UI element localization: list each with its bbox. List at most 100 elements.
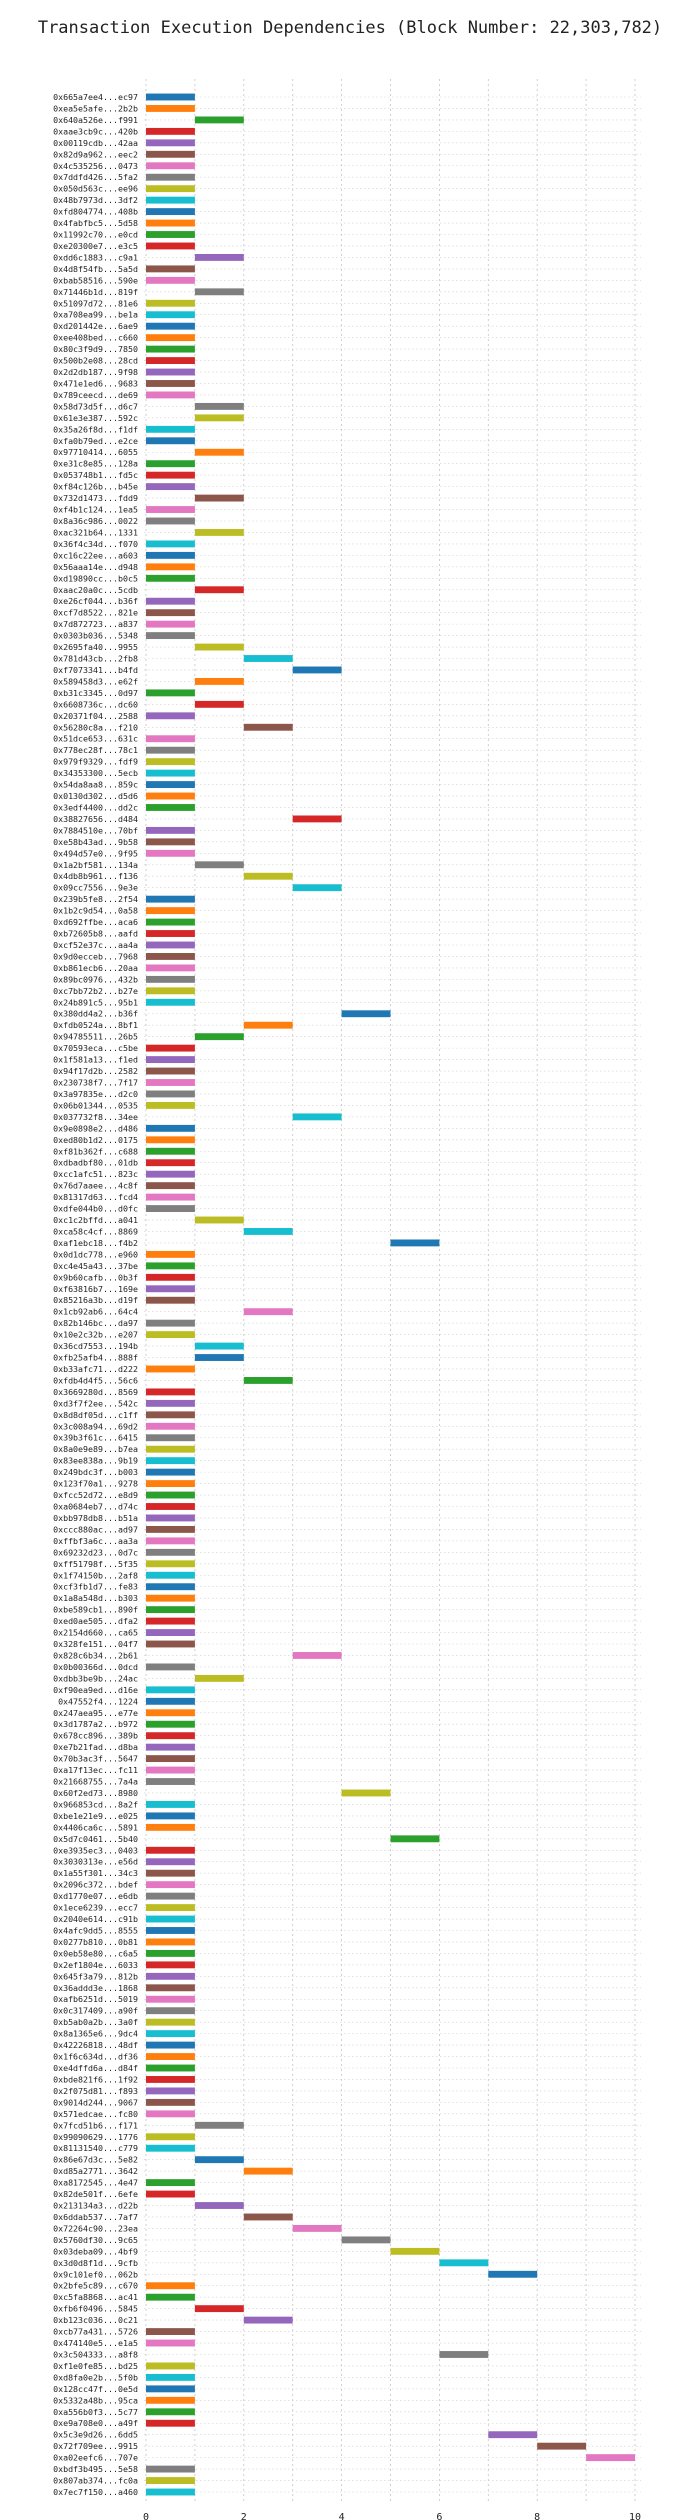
bar xyxy=(146,2098,195,2106)
y-tick-label: 0xe20300e7...e3c5 xyxy=(53,241,138,251)
y-tick-label: 0xb123c036...0c21 xyxy=(53,2315,138,2325)
bar xyxy=(146,1422,195,1430)
y-tick-label: 0x123f70a1...9278 xyxy=(53,1479,138,1489)
bar xyxy=(146,1938,195,1946)
bar xyxy=(146,1823,195,1831)
y-tick-label: 0xaae3cb9c...420b xyxy=(53,126,138,136)
y-tick-label: 0x037732f8...34ee xyxy=(53,1112,138,1122)
y-tick-label: 0x81131540...c779 xyxy=(53,2143,138,2153)
y-tick-label: 0x58d73d5f...d6c7 xyxy=(53,401,138,411)
bar xyxy=(146,1273,195,1281)
bar xyxy=(146,2339,195,2347)
y-tick-label: 0x7fcd51b6...f171 xyxy=(53,2120,138,2130)
y-tick-label: 0x56aaa14e...d948 xyxy=(53,562,138,572)
y-tick-label: 0xcb77a431...5726 xyxy=(53,2327,138,2337)
bar xyxy=(146,1904,195,1912)
y-tick-label: 0xbdf3b495...5e58 xyxy=(53,2464,138,2474)
bar xyxy=(146,2179,195,2187)
y-tick-label: 0xd85a2771...3642 xyxy=(53,2166,138,2176)
y-tick-label: 0x11992c70...e0cd xyxy=(53,230,138,240)
bar xyxy=(194,1354,244,1361)
bar xyxy=(146,1697,195,1705)
bar xyxy=(341,2236,391,2244)
y-tick-label: 0xe4dffd6a...d84f xyxy=(53,2063,138,2073)
bar xyxy=(194,253,244,261)
y-tick-label: 0xd8fa0e2b...5f0b xyxy=(53,2372,138,2382)
y-tick-label: 0x42226818...48df xyxy=(53,2040,138,2050)
bar xyxy=(146,380,195,387)
bar xyxy=(146,2362,195,2370)
bar xyxy=(146,2110,195,2118)
y-tick-label: 0xd1770e07...e6db xyxy=(53,1891,138,1901)
bar xyxy=(146,93,195,101)
y-tick-label: 0x474140e5...e1a5 xyxy=(53,2338,138,2348)
y-tick-label: 0xca58c4cf...8869 xyxy=(53,1226,138,1236)
bar xyxy=(146,2087,195,2095)
x-tick-label: 4 xyxy=(339,2512,345,2520)
bar xyxy=(146,1480,195,1488)
bar xyxy=(146,1881,195,1889)
y-tick-label: 0x10e2c32b...e207 xyxy=(53,1330,138,1340)
y-tick-label: 0xaac20a0c...5cdb xyxy=(53,585,138,595)
y-tick-label: 0x9b60cafb...0b3f xyxy=(53,1272,138,1282)
y-tick-label: 0x2ef1804e...6033 xyxy=(53,1960,138,1970)
bar xyxy=(146,1594,195,1602)
x-tick-label: 2 xyxy=(241,2512,247,2520)
bar xyxy=(146,804,195,811)
y-tick-label: 0x8a0e9e89...b7ea xyxy=(53,1444,138,1454)
bar xyxy=(146,2385,195,2393)
bar xyxy=(146,838,195,846)
y-tick-label: 0x8a1365e6...9dc4 xyxy=(53,2029,138,2039)
y-tick-label: 0xfa0b79ed...e2ce xyxy=(53,436,138,446)
y-tick-label: 0xbab58516...590e xyxy=(53,275,138,285)
bar xyxy=(146,2373,195,2381)
y-tick-label: 0x99090629...1776 xyxy=(53,2132,138,2142)
y-tick-label: 0x3669280d...8569 xyxy=(53,1387,138,1397)
bar xyxy=(488,2431,538,2439)
bar xyxy=(146,574,195,582)
bar xyxy=(146,517,195,525)
y-tick-label: 0x39b3f61c...6415 xyxy=(53,1433,138,1443)
y-tick-label: 0x4d8f54fb...5a5d xyxy=(53,264,138,274)
y-tick-label: 0x9c101ef0...062b xyxy=(53,2269,138,2279)
bar xyxy=(194,2121,244,2129)
bar xyxy=(146,483,195,491)
bar xyxy=(146,242,195,250)
y-tick-label: 0x89bc0976...432b xyxy=(53,974,138,984)
bar xyxy=(146,1949,195,1957)
y-tick-label: 0xf1e0fe85...bd25 xyxy=(53,2361,138,2371)
y-tick-label: 0x38827656...d484 xyxy=(53,814,138,824)
y-tick-label: 0x03deba09...4bf9 xyxy=(53,2246,138,2256)
bar xyxy=(146,1846,195,1854)
bar xyxy=(146,334,195,342)
y-tick-label: 0x24b891c5...95b1 xyxy=(53,997,138,1007)
y-tick-label: 0x589458d3...e62f xyxy=(53,676,138,686)
bar xyxy=(194,494,244,502)
y-tick-label: 0x1f6c634d...df36 xyxy=(53,2052,138,2062)
bar xyxy=(146,1136,195,1144)
bar xyxy=(146,1548,195,1556)
bar xyxy=(146,1766,195,1774)
y-tick-label: 0xed0ae505...dfa2 xyxy=(53,1616,138,1626)
bar xyxy=(146,2282,195,2290)
bar xyxy=(146,1514,195,1522)
bar xyxy=(146,1640,195,1648)
y-tick-label: 0x732d1473...fdd9 xyxy=(53,493,138,503)
bar xyxy=(146,849,195,857)
y-tick-label: 0xc16c22ee...a603 xyxy=(53,550,138,560)
bar xyxy=(146,2076,195,2083)
y-tick-label: 0xafb6251d...5019 xyxy=(53,1994,138,2004)
bar xyxy=(146,1079,195,1086)
y-tick-label: 0x2040e614...c91b xyxy=(53,1914,138,1924)
y-tick-label: 0x471e1ed6...9683 xyxy=(53,378,138,388)
y-tick-label: 0x70b3ac3f...5647 xyxy=(53,1754,138,1764)
bar xyxy=(194,861,244,869)
bar xyxy=(146,460,195,468)
bar xyxy=(146,1720,195,1728)
y-tick-label: 0x571edcae...fc80 xyxy=(53,2109,138,2119)
y-tick-label: 0x249bdc3f...b003 xyxy=(53,1467,138,1477)
y-tick-label: 0xfcc52d72...e8d9 xyxy=(53,1490,138,1500)
y-tick-label: 0x0c317409...a90f xyxy=(53,2006,138,2016)
y-tick-label: 0xf63816b7...169e xyxy=(53,1284,138,1294)
y-tick-label: 0xf81b362f...c688 xyxy=(53,1146,138,1156)
